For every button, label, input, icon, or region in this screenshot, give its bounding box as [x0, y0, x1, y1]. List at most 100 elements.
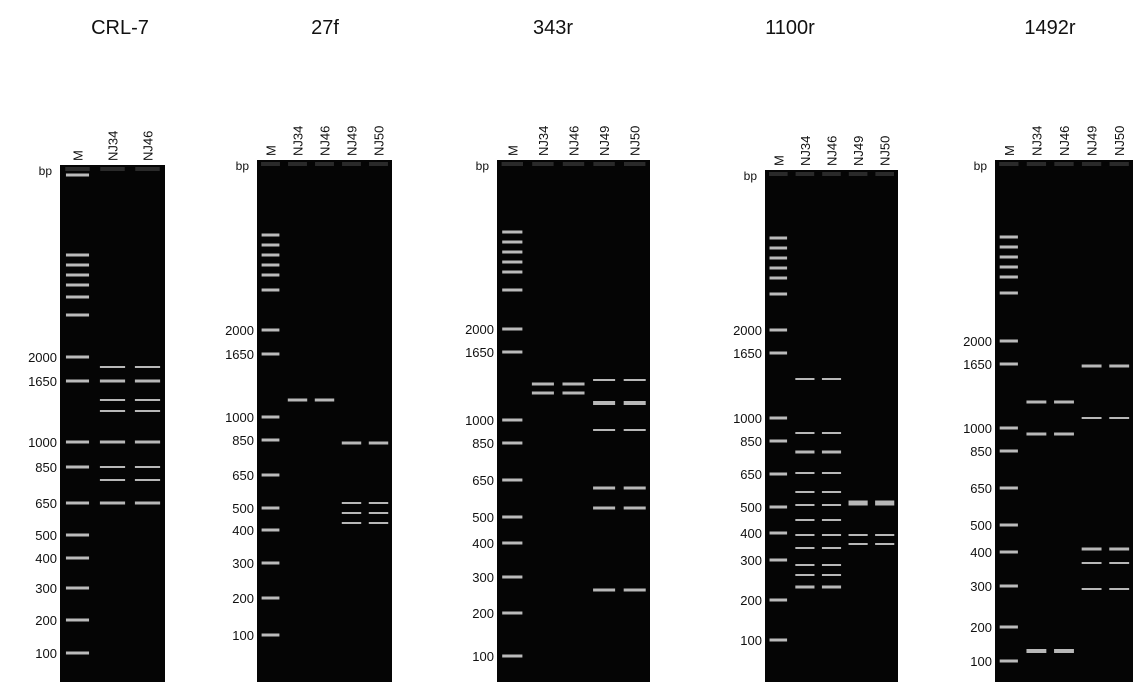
sample-band — [100, 410, 125, 412]
ladder-band — [770, 352, 788, 355]
panel-title: 343r — [533, 17, 573, 39]
marker-label: 1650 — [963, 357, 992, 372]
marker-label: 300 — [970, 579, 992, 594]
ladder-band — [262, 329, 280, 332]
sample-band — [1054, 433, 1074, 436]
ladder-band — [770, 559, 788, 562]
sample-band — [288, 399, 307, 402]
marker-label: 500 — [472, 510, 494, 525]
ladder-band — [1000, 660, 1018, 663]
ladder-band — [1000, 340, 1018, 343]
ladder-band — [1000, 256, 1018, 259]
ladder-band — [502, 328, 522, 331]
ladder-band — [770, 440, 788, 443]
marker-label: 500 — [35, 528, 57, 543]
lane-label: NJ34 — [536, 126, 551, 156]
ladder-band — [502, 289, 522, 292]
sample-band — [624, 589, 646, 592]
sample-band — [1054, 649, 1074, 653]
well — [315, 162, 334, 166]
bp-label: bp — [744, 169, 758, 183]
marker-label: 100 — [232, 628, 254, 643]
lane-label: NJ50 — [628, 126, 643, 156]
ladder-band — [502, 251, 522, 254]
marker-label: 400 — [232, 523, 254, 538]
ladder-band — [66, 587, 89, 590]
marker-label: 400 — [740, 526, 762, 541]
sample-band — [624, 429, 646, 431]
marker-label: 650 — [472, 473, 494, 488]
marker-label: 1650 — [465, 345, 494, 360]
marker-label: 650 — [970, 481, 992, 496]
sample-band — [624, 379, 646, 381]
sample-band — [315, 399, 334, 402]
well — [100, 167, 125, 171]
sample-band — [1109, 562, 1129, 564]
panel-title: CRL-7 — [91, 17, 149, 39]
sample-band — [1082, 562, 1102, 564]
well — [1054, 162, 1073, 166]
sample-band — [100, 502, 125, 505]
sample-band — [593, 401, 615, 405]
marker-label: 1650 — [225, 347, 254, 362]
sample-band — [795, 451, 814, 454]
lane-label: NJ49 — [597, 126, 612, 156]
sample-band — [135, 366, 160, 368]
well — [135, 167, 160, 171]
well — [342, 162, 361, 166]
marker-label: 1000 — [225, 410, 254, 425]
sample-band — [135, 380, 160, 383]
ladder-band — [66, 254, 89, 257]
ladder-band — [262, 507, 280, 510]
ladder-band — [66, 264, 89, 267]
marker-label: 100 — [740, 633, 762, 648]
sample-band — [795, 432, 814, 434]
ladder-band — [1000, 246, 1018, 249]
marker-label: 100 — [970, 654, 992, 669]
sample-band — [1109, 548, 1129, 551]
well — [502, 162, 523, 166]
marker-label: 2000 — [225, 323, 254, 338]
well — [1110, 162, 1129, 166]
lane-label: NJ34 — [106, 131, 121, 161]
sample-band — [100, 466, 125, 468]
lane-label: NJ46 — [318, 126, 333, 156]
ladder-band — [502, 351, 522, 354]
ladder-band — [262, 562, 280, 565]
lane-label: NJ50 — [1112, 126, 1127, 156]
bp-label: bp — [39, 164, 53, 178]
marker-label: 1000 — [963, 421, 992, 436]
sample-band — [342, 442, 361, 445]
lane-label: NJ34 — [1029, 126, 1044, 156]
gel-image — [60, 165, 165, 682]
marker-label: 2000 — [465, 322, 494, 337]
ladder-band — [66, 619, 89, 622]
ladder-band — [770, 267, 788, 270]
panel-title: 1492r — [1024, 17, 1075, 39]
ladder-band — [502, 271, 522, 274]
marker-label: 650 — [35, 496, 57, 511]
lane-label: NJ46 — [567, 126, 582, 156]
lane-label: M — [771, 155, 786, 166]
well — [875, 172, 894, 176]
sample-band — [100, 366, 125, 368]
ladder-band — [262, 529, 280, 532]
sample-band — [1082, 588, 1102, 590]
sample-band — [1054, 401, 1074, 404]
sample-band — [369, 522, 388, 524]
sample-band — [135, 399, 160, 401]
bp-label: bp — [974, 159, 988, 173]
well — [593, 162, 614, 166]
well — [65, 167, 90, 171]
sample-band — [562, 392, 584, 395]
ladder-band — [262, 439, 280, 442]
ladder-band — [262, 416, 280, 419]
sample-band — [1109, 365, 1129, 368]
sample-band — [849, 543, 868, 545]
sample-band — [1109, 417, 1129, 419]
ladder-band — [66, 314, 89, 317]
ladder-band — [770, 473, 788, 476]
sample-band — [100, 479, 125, 481]
sample-band — [135, 441, 160, 444]
